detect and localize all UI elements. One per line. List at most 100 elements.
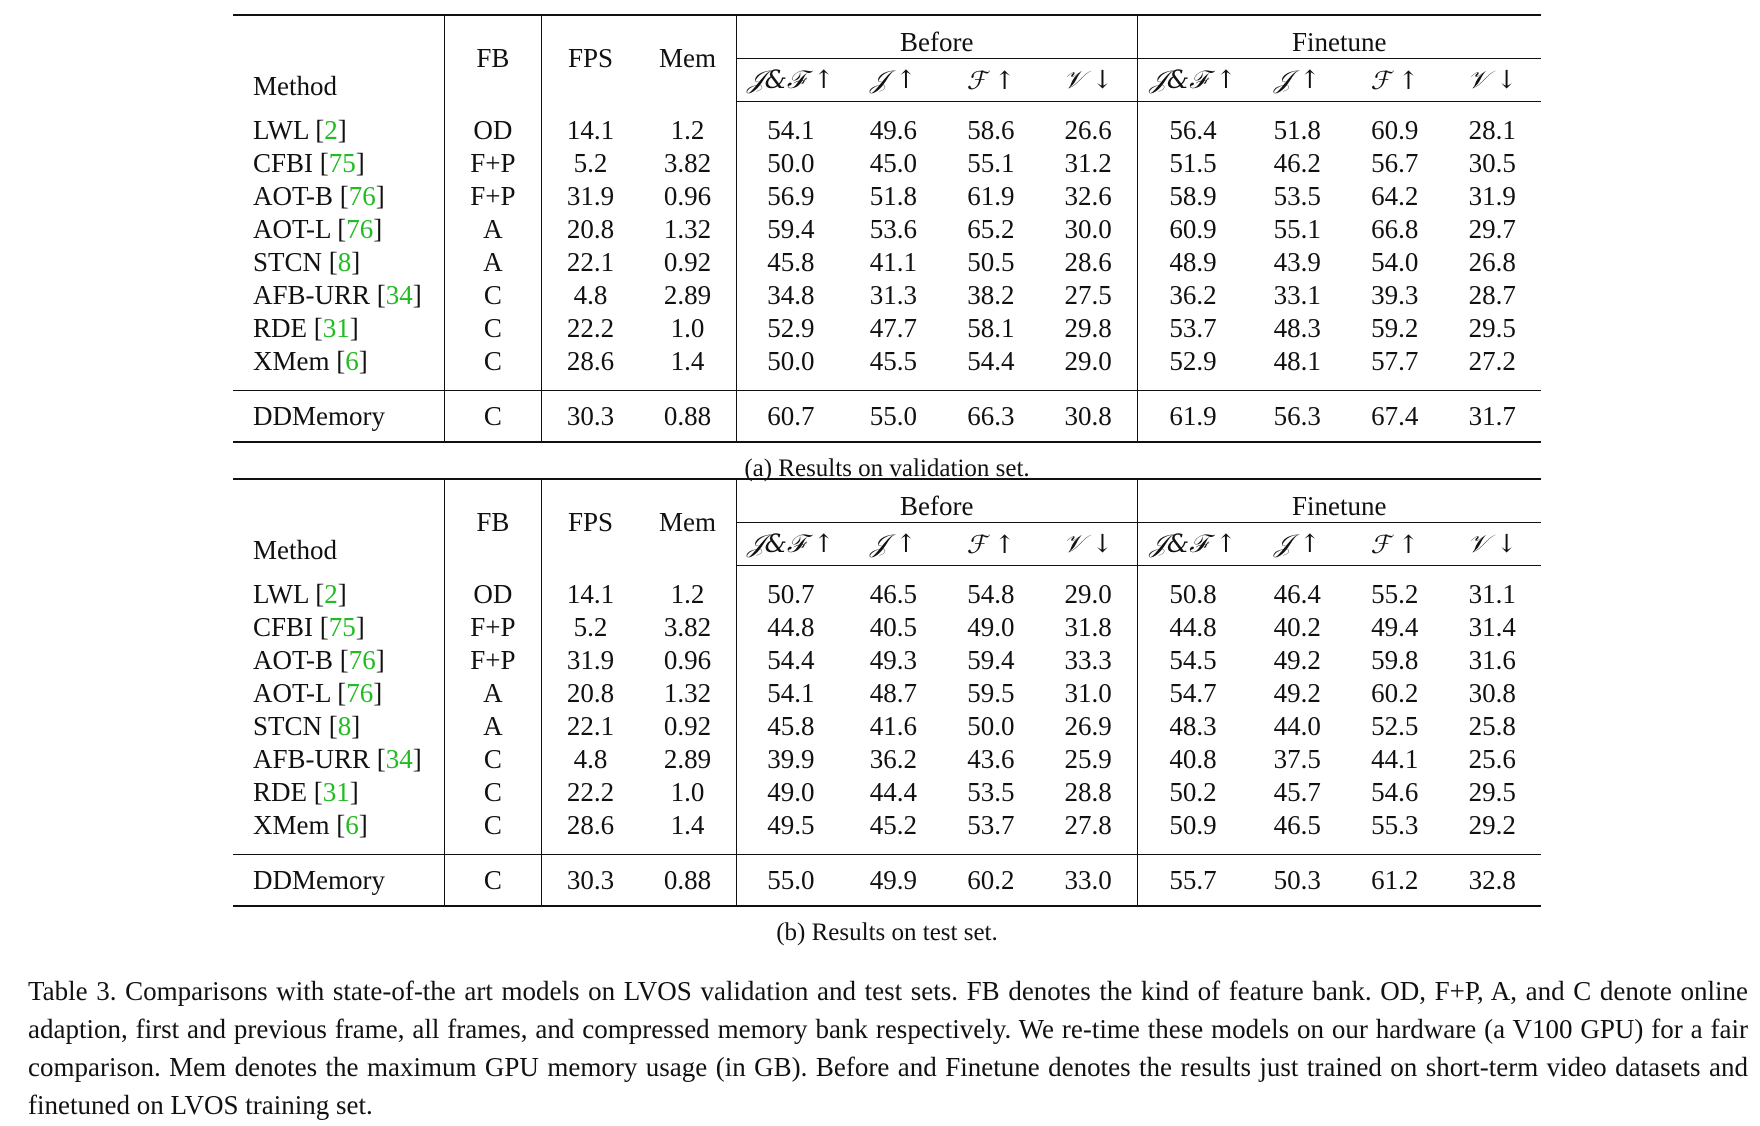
method-cell: AFB-URR [34]	[253, 744, 422, 774]
citation-link[interactable]: 6	[345, 346, 359, 376]
cell-b-v: 31.8	[1064, 612, 1112, 642]
header-f: ℱ ↑	[942, 58, 1040, 102]
method-name: LWL	[253, 578, 309, 609]
method-name: AFB-URR	[253, 744, 371, 774]
method-cell: RDE [31]	[253, 777, 359, 807]
cell-f-v: 29.5	[1468, 777, 1516, 807]
cell-fb: F+P	[443, 611, 542, 644]
citation-link[interactable]: 2	[324, 578, 338, 609]
cell-f-j: 33.1	[1273, 280, 1321, 310]
cell-f-v: 27.2	[1468, 346, 1516, 376]
cell-mem: 3.82	[663, 148, 712, 178]
citation-link[interactable]: 76	[346, 678, 374, 708]
cell-f-v: 29.2	[1468, 810, 1516, 840]
cell-f-j: 40.2	[1273, 612, 1321, 642]
table-row: STCN [8] A 22.1 0.92 45.8 41.6 50.0 26.9 48.3 44.…	[233, 710, 1541, 743]
header-jf: 𝒥&ℱ ↑	[735, 58, 845, 102]
cell-f-f: 55.3	[1371, 810, 1419, 840]
header-fb: FB	[443, 14, 542, 102]
cell-f-jf: 53.7	[1136, 312, 1249, 345]
header-j: 𝒥 ↑	[844, 58, 943, 102]
cell-b-f: 59.4	[967, 645, 1015, 675]
cell-f-v: 26.8	[1468, 247, 1516, 277]
cell-b-j: 45.0	[869, 148, 918, 178]
method-name: STCN	[253, 711, 323, 741]
cell-fps: 22.2	[541, 776, 639, 809]
header-v: 𝒱 ↓	[1039, 58, 1138, 102]
method-cell: LWL [2]	[253, 114, 347, 145]
cell-b-v: 29.8	[1064, 313, 1112, 343]
cell-b-f: 60.2	[942, 854, 1040, 907]
method-cell: AOT-B [76]	[253, 181, 385, 211]
cell-f-jf: 55.7	[1136, 854, 1249, 907]
method-name: LWL	[253, 114, 309, 145]
cell-b-j: 51.8	[869, 181, 918, 211]
cell-fps: 14.1	[541, 101, 639, 147]
header-jf: 𝒥&ℱ ↑	[1136, 522, 1249, 566]
cell-f-jf: 52.9	[1136, 345, 1249, 391]
header-f: ℱ ↑	[942, 522, 1040, 566]
citation-link[interactable]: 76	[346, 214, 374, 244]
citation-link[interactable]: 31	[322, 777, 350, 807]
cell-f-f: 49.4	[1371, 612, 1419, 642]
cell-f-v: 31.7	[1443, 390, 1541, 443]
citation-link[interactable]: 76	[348, 181, 376, 211]
header-fb: FB	[443, 478, 542, 566]
cell-b-jf: 54.1	[735, 677, 845, 710]
citation-link[interactable]: 75	[328, 148, 356, 178]
cell-f-v: 28.1	[1468, 115, 1516, 145]
method-cell: AFB-URR [34]	[253, 280, 422, 310]
method-cell: STCN [8]	[253, 247, 361, 277]
method-cell: AOT-B [76]	[253, 645, 385, 675]
cell-f-f: 39.3	[1371, 280, 1419, 310]
citation-link[interactable]: 6	[345, 810, 359, 840]
cell-f-jf: 50.9	[1136, 809, 1249, 855]
citation-link[interactable]: 34	[385, 744, 413, 774]
cell-b-f: 66.3	[942, 390, 1040, 443]
cell-f-v: 30.5	[1468, 148, 1516, 178]
cell-b-f: 58.6	[967, 115, 1015, 145]
cell-f-v: 29.5	[1468, 313, 1516, 343]
citation-link[interactable]: 8	[337, 711, 352, 741]
method-name: CFBI	[253, 148, 314, 178]
cell-fps: 14.1	[541, 565, 639, 611]
cell-mem: 1.4	[670, 810, 705, 840]
cell-f-j: 45.7	[1273, 777, 1321, 807]
cell-mem: 1.32	[663, 678, 712, 708]
citation-link[interactable]: 75	[328, 612, 356, 642]
cell-mem: 0.92	[663, 247, 712, 277]
cell-b-v: 31.0	[1064, 678, 1112, 708]
cell-f-f: 55.2	[1371, 579, 1419, 609]
cell-fb: F+P	[443, 147, 542, 180]
cell-f-f: 57.7	[1371, 346, 1419, 376]
method-name: XMem	[253, 810, 330, 840]
method-cell: XMem [6]	[253, 346, 368, 376]
citation-link[interactable]: 31	[322, 313, 350, 343]
header-j: 𝒥 ↑	[1248, 58, 1346, 102]
cell-b-jf: 44.8	[735, 611, 845, 644]
cell-b-f: 49.0	[967, 612, 1015, 642]
cell-f-f: 44.1	[1371, 744, 1419, 774]
citation-link[interactable]: 8	[337, 247, 352, 277]
table-row: CFBI [75] F+P 5.2 3.82 50.0 45.0 55.1 31.2 51.5 4…	[233, 147, 1541, 180]
method-name: XMem	[253, 346, 330, 376]
citation-link[interactable]: 34	[385, 280, 413, 310]
cell-f-v: 31.1	[1468, 579, 1516, 609]
cell-b-v: 25.9	[1064, 744, 1112, 774]
cell-b-j: 44.4	[869, 777, 918, 807]
cell-b-jf: 45.8	[735, 710, 845, 743]
header-f: ℱ ↑	[1346, 522, 1444, 566]
cell-f-f: 54.6	[1371, 777, 1419, 807]
header-j: 𝒥 ↑	[1248, 522, 1346, 566]
citation-link[interactable]: 2	[324, 114, 338, 145]
cell-b-jf: 50.7	[735, 565, 845, 611]
header-finetune: Finetune	[1136, 14, 1541, 59]
method-cell: DDMemory	[233, 390, 445, 443]
citation-link[interactable]: 76	[348, 645, 376, 675]
cell-fps: 4.8	[541, 279, 639, 312]
cell-b-f: 53.7	[967, 810, 1015, 840]
method-cell: CFBI [75]	[253, 148, 365, 178]
cell-f-jf: 54.7	[1136, 677, 1249, 710]
table-row: RDE [31] C 22.2 1.0 49.0 44.4 53.5 28.8 50.2 45.7…	[233, 776, 1541, 809]
cell-fb: C	[443, 279, 542, 312]
